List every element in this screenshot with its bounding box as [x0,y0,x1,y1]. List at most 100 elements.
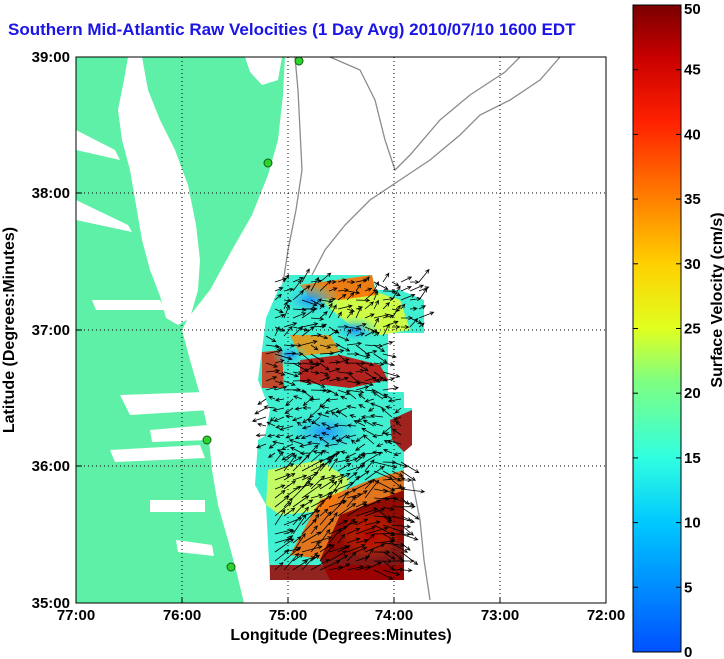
y-axis-label: Latitude (Degrees:Minutes) [1,227,18,433]
velocity-arrow [358,404,366,409]
velocity-arrow [268,395,276,400]
velocity-arrow [335,439,348,445]
velocity-arrow [373,331,380,337]
velocity-arrow [301,389,315,400]
velocity-arrow [364,313,375,319]
velocity-arrow [346,565,365,571]
velocity-arrow [263,405,276,410]
velocity-arrow [384,432,393,437]
velocity-arrow [345,452,357,459]
velocity-arrow [346,341,363,346]
velocity-arrow [364,543,386,553]
velocity-arrow [310,370,320,375]
velocity-arrow [319,543,335,562]
velocity-arrow [265,362,279,368]
colorbar-tick-label: 50 [684,1,701,18]
velocity-arrow [383,448,393,454]
velocity-arrow [255,433,267,438]
velocity-arrow [283,485,302,499]
velocity-arrow [345,434,357,439]
velocity-arrow [319,299,334,304]
velocity-arrow [292,279,302,292]
velocity-arrow [310,559,330,571]
velocity-arrow [257,422,267,427]
velocity-arrow [274,561,284,571]
velocity-arrow [285,434,294,439]
velocity-arrow [283,361,303,366]
velocity-arrow [400,551,419,566]
velocity-arrow [325,425,339,430]
station-marker [294,56,304,66]
velocity-arrow [328,349,345,355]
velocity-arrow [310,451,324,463]
velocity-arrow [266,421,276,427]
velocity-arrow [328,499,346,517]
velocity-arrow [350,439,357,445]
velocity-arrow [346,404,357,409]
velocity-arrow [355,362,369,372]
velocity-arrow [310,361,321,366]
velocity-arrow [321,449,330,454]
velocity-arrow [319,517,335,535]
radar-stations [202,56,304,572]
velocity-arrow [364,376,377,382]
velocity-arrow [387,439,402,445]
velocity-arrow [382,524,405,533]
velocity-arrow [400,488,426,494]
velocity-arrow [355,454,366,463]
velocity-arrow [355,546,368,553]
velocity-arrow [301,425,312,430]
velocity-arrow [274,484,286,490]
velocity-arrow [292,456,303,463]
velocity-arrow [400,286,412,292]
velocity-arrow [373,313,390,319]
velocity-arrow [319,491,332,508]
velocity-arrow [395,420,402,427]
velocity-arrow [346,544,366,553]
velocity-arrow [319,560,341,571]
velocity-arrow [391,497,415,506]
velocity-arrow [364,330,376,337]
velocity-arrow [283,497,294,508]
velocity-arrow [301,459,324,472]
velocity-arrow [391,281,400,287]
velocity-arrow [274,463,295,472]
velocity-arrow [310,493,324,499]
velocity-arrow [346,423,357,428]
velocity-arrow [273,416,285,422]
velocity-arrow [346,389,365,395]
velocity-arrow [400,470,416,481]
velocity-arrow [337,481,355,490]
y-tick-label: 36:00 [32,458,70,475]
velocity-arrow [382,386,399,391]
velocity-arrow [292,560,309,571]
velocity-arrow [382,371,401,378]
velocity-arrow [337,503,357,517]
velocity-arrow [355,369,365,374]
velocity-arrow [346,326,362,331]
velocity-arrow [319,479,335,490]
velocity-arrow [364,289,378,301]
velocity-arrow [274,473,291,481]
albemarle-sound [120,392,210,442]
velocity-arrow [283,343,296,348]
velocity-arrow [292,343,303,348]
velocity-arrow [265,385,278,391]
velocity-arrow [301,340,318,346]
velocity-arrow [319,528,331,544]
velocity-arrow [376,443,384,448]
velocity-arrow [288,439,303,445]
velocity-arrow [333,423,348,428]
velocity-arrow [319,508,329,517]
velocity-arrow [331,434,339,440]
x-tick-label: 77:00 [57,607,95,624]
velocity-arrow [292,370,303,376]
velocity-arrow [364,451,383,463]
velocity-arrow [274,509,286,526]
velocity-arrow [267,452,276,458]
velocity-arrow [364,526,389,535]
velocity-arrow [364,287,373,292]
velocity-arrow [364,561,382,571]
velocity-arrow [391,524,412,529]
velocity-arrow [301,552,319,571]
